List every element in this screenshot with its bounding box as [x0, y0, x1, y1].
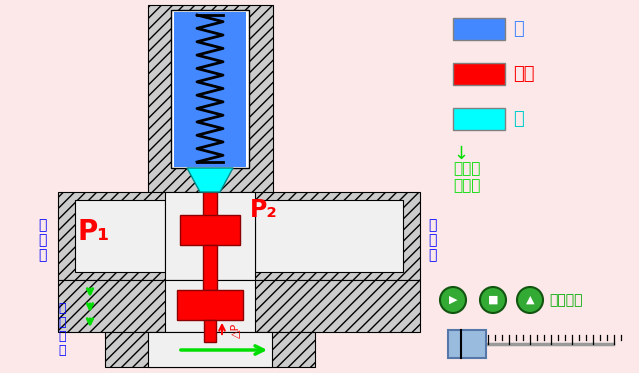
- Circle shape: [480, 287, 506, 313]
- Text: △P: △P: [230, 322, 240, 338]
- Circle shape: [517, 287, 543, 313]
- Text: ↓: ↓: [453, 145, 468, 163]
- Bar: [75, 200, 165, 272]
- Polygon shape: [187, 168, 233, 192]
- Text: 液体流
动方向: 液体流 动方向: [453, 161, 481, 193]
- Bar: [58, 280, 420, 332]
- Bar: [148, 5, 273, 195]
- Text: P₂: P₂: [250, 198, 278, 222]
- Bar: [453, 108, 505, 130]
- Text: 阀: 阀: [513, 110, 524, 128]
- Text: 进
油
口: 进 油 口: [38, 218, 46, 262]
- Text: 活塞: 活塞: [513, 65, 534, 83]
- Bar: [180, 215, 240, 245]
- Bar: [105, 332, 315, 367]
- Text: ■: ■: [488, 295, 498, 305]
- Bar: [165, 192, 255, 280]
- Text: 返回上页: 返回上页: [549, 293, 583, 307]
- Text: 控
制
油
路: 控 制 油 路: [58, 303, 66, 357]
- Text: ▲: ▲: [526, 295, 534, 305]
- Bar: [453, 63, 505, 85]
- Bar: [177, 290, 243, 320]
- Text: P₁: P₁: [78, 218, 111, 246]
- Bar: [448, 330, 486, 358]
- Bar: [453, 18, 505, 40]
- Bar: [203, 192, 217, 242]
- Bar: [203, 245, 217, 290]
- Bar: [58, 192, 420, 280]
- Text: 油: 油: [513, 20, 524, 38]
- Text: 出
油
口: 出 油 口: [428, 218, 436, 262]
- Text: ▶: ▶: [449, 295, 458, 305]
- Bar: [204, 320, 216, 342]
- Bar: [171, 10, 249, 168]
- Circle shape: [440, 287, 466, 313]
- Bar: [148, 332, 272, 367]
- Bar: [165, 280, 255, 332]
- Bar: [255, 200, 403, 272]
- Bar: [174, 12, 246, 167]
